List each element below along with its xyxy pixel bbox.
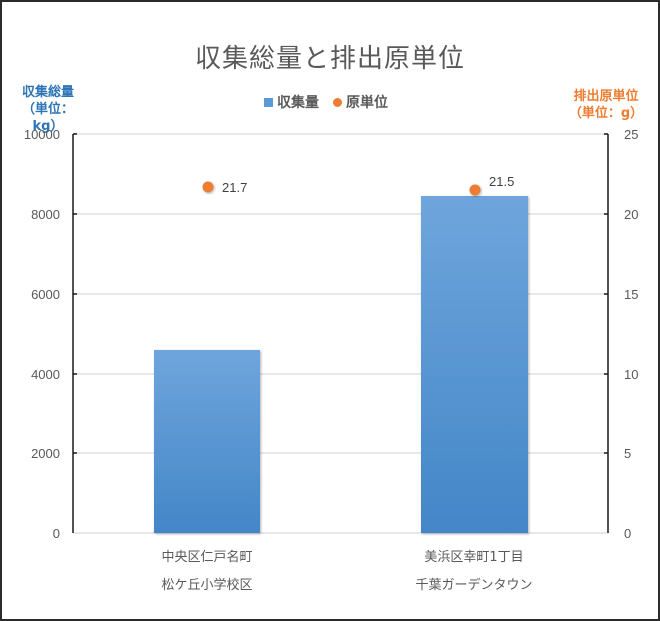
right-axis-title-line1: 排出原単位 [573, 89, 639, 104]
svg-text:中央区仁戸名町: 中央区仁戸名町 [161, 549, 252, 565]
svg-text:10000: 10000 [24, 127, 60, 142]
bar-category-1 [154, 350, 260, 533]
legend-dot-swatch-icon [333, 97, 342, 107]
legend-bar-swatch-icon [264, 97, 273, 107]
left-axis-title-line1: 収集総量 [21, 85, 74, 100]
right-axis [604, 133, 609, 533]
svg-text:4000: 4000 [31, 367, 60, 382]
bar-category-2 [421, 196, 528, 533]
legend-dot-label: 原単位 [346, 95, 388, 111]
svg-text:20: 20 [624, 207, 638, 222]
svg-text:6000: 6000 [31, 287, 60, 302]
left-axis-title: 収集総量 （単位：kg） [16, 84, 80, 135]
svg-text:5: 5 [624, 446, 631, 461]
right-axis-title: 排出原単位 （単位：g） [568, 88, 644, 122]
bars [154, 196, 528, 533]
svg-text:8000: 8000 [31, 207, 60, 222]
point-category-2 [469, 184, 481, 196]
data-label-1: 21.7 [222, 180, 247, 195]
left-axis [72, 133, 77, 533]
svg-text:千葉ガーデンタウン: 千葉ガーデンタウン [415, 577, 532, 593]
scatter-points: 21.7 21.5 [202, 174, 514, 196]
right-axis-title-line2: （単位：g） [568, 106, 644, 121]
svg-text:25: 25 [624, 127, 638, 142]
category-labels: 中央区仁戸名町 松ケ丘小学校区 美浜区幸町1丁目 千葉ガーデンタウン [161, 549, 532, 593]
data-label-2: 21.5 [489, 174, 514, 189]
point-category-1 [202, 181, 214, 193]
svg-text:2000: 2000 [31, 446, 60, 461]
svg-text:10: 10 [624, 367, 638, 382]
left-axis-ticks: 0 2000 4000 6000 8000 10000 [24, 127, 60, 541]
chart-title: 収集総量と排出原単位 [194, 44, 465, 74]
svg-text:0: 0 [624, 526, 631, 541]
svg-text:松ケ丘小学校区: 松ケ丘小学校区 [161, 577, 252, 593]
legend: 収集量 原単位 [264, 92, 388, 112]
left-axis-title-line2: （単位：kg） [21, 102, 74, 134]
svg-text:0: 0 [53, 526, 60, 541]
svg-text:15: 15 [624, 287, 638, 302]
right-axis-ticks: 0 5 10 15 20 25 [624, 127, 638, 541]
svg-text:美浜区幸町1丁目: 美浜区幸町1丁目 [424, 550, 523, 565]
legend-bar-label: 収集量 [277, 95, 319, 111]
